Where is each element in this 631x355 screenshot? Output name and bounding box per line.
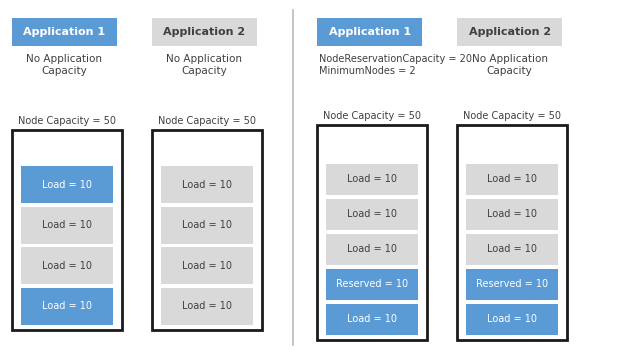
Text: Node Capacity = 50: Node Capacity = 50 [18, 116, 116, 126]
Bar [21, 207, 113, 244]
Bar [161, 288, 253, 325]
Text: Load = 10: Load = 10 [487, 314, 537, 324]
Text: Load = 10: Load = 10 [347, 174, 397, 184]
Text: Node Capacity = 50: Node Capacity = 50 [323, 111, 421, 121]
Bar [466, 164, 558, 195]
Text: NodeReservationCapacity = 20
MinimumNodes = 2: NodeReservationCapacity = 20 MinimumNode… [319, 54, 472, 76]
Bar [152, 130, 262, 330]
Bar [326, 164, 418, 195]
Text: Load = 10: Load = 10 [347, 244, 397, 254]
Text: Load = 10: Load = 10 [487, 174, 537, 184]
Bar [161, 166, 253, 203]
Bar [12, 130, 122, 330]
Text: Load = 10: Load = 10 [42, 261, 92, 271]
Bar [161, 207, 253, 244]
Text: Load = 10: Load = 10 [182, 261, 232, 271]
Text: Node Capacity = 50: Node Capacity = 50 [463, 111, 561, 121]
Text: Application 1: Application 1 [23, 27, 105, 37]
Text: Application 2: Application 2 [469, 27, 551, 37]
Bar [161, 247, 253, 284]
Bar [21, 288, 113, 325]
Text: Reserved = 10: Reserved = 10 [476, 279, 548, 289]
Bar [457, 125, 567, 340]
Bar [326, 234, 418, 265]
Text: Load = 10: Load = 10 [182, 180, 232, 190]
Text: Load = 10: Load = 10 [182, 220, 232, 230]
Bar [12, 18, 117, 46]
Text: No Application
Capacity: No Application Capacity [27, 54, 102, 76]
Bar [466, 269, 558, 300]
Bar [326, 304, 418, 335]
Bar [317, 125, 427, 340]
Bar [21, 247, 113, 284]
Text: Application 1: Application 1 [329, 27, 411, 37]
Text: Node Capacity = 50: Node Capacity = 50 [158, 116, 256, 126]
Bar [21, 166, 113, 203]
Bar [466, 234, 558, 265]
Text: Load = 10: Load = 10 [347, 209, 397, 219]
Text: Load = 10: Load = 10 [487, 209, 537, 219]
Text: No Application
Capacity: No Application Capacity [472, 54, 548, 76]
Bar [152, 18, 257, 46]
Bar [326, 199, 418, 230]
Bar [326, 269, 418, 300]
Text: Load = 10: Load = 10 [42, 301, 92, 311]
Text: Load = 10: Load = 10 [42, 220, 92, 230]
Text: Reserved = 10: Reserved = 10 [336, 279, 408, 289]
Text: Application 2: Application 2 [163, 27, 245, 37]
Bar [317, 18, 422, 46]
Text: Load = 10: Load = 10 [182, 301, 232, 311]
Text: Load = 10: Load = 10 [42, 180, 92, 190]
Bar [466, 304, 558, 335]
Text: Load = 10: Load = 10 [347, 314, 397, 324]
Bar [457, 18, 562, 46]
Text: Load = 10: Load = 10 [487, 244, 537, 254]
Text: No Application
Capacity: No Application Capacity [167, 54, 242, 76]
Bar [466, 199, 558, 230]
